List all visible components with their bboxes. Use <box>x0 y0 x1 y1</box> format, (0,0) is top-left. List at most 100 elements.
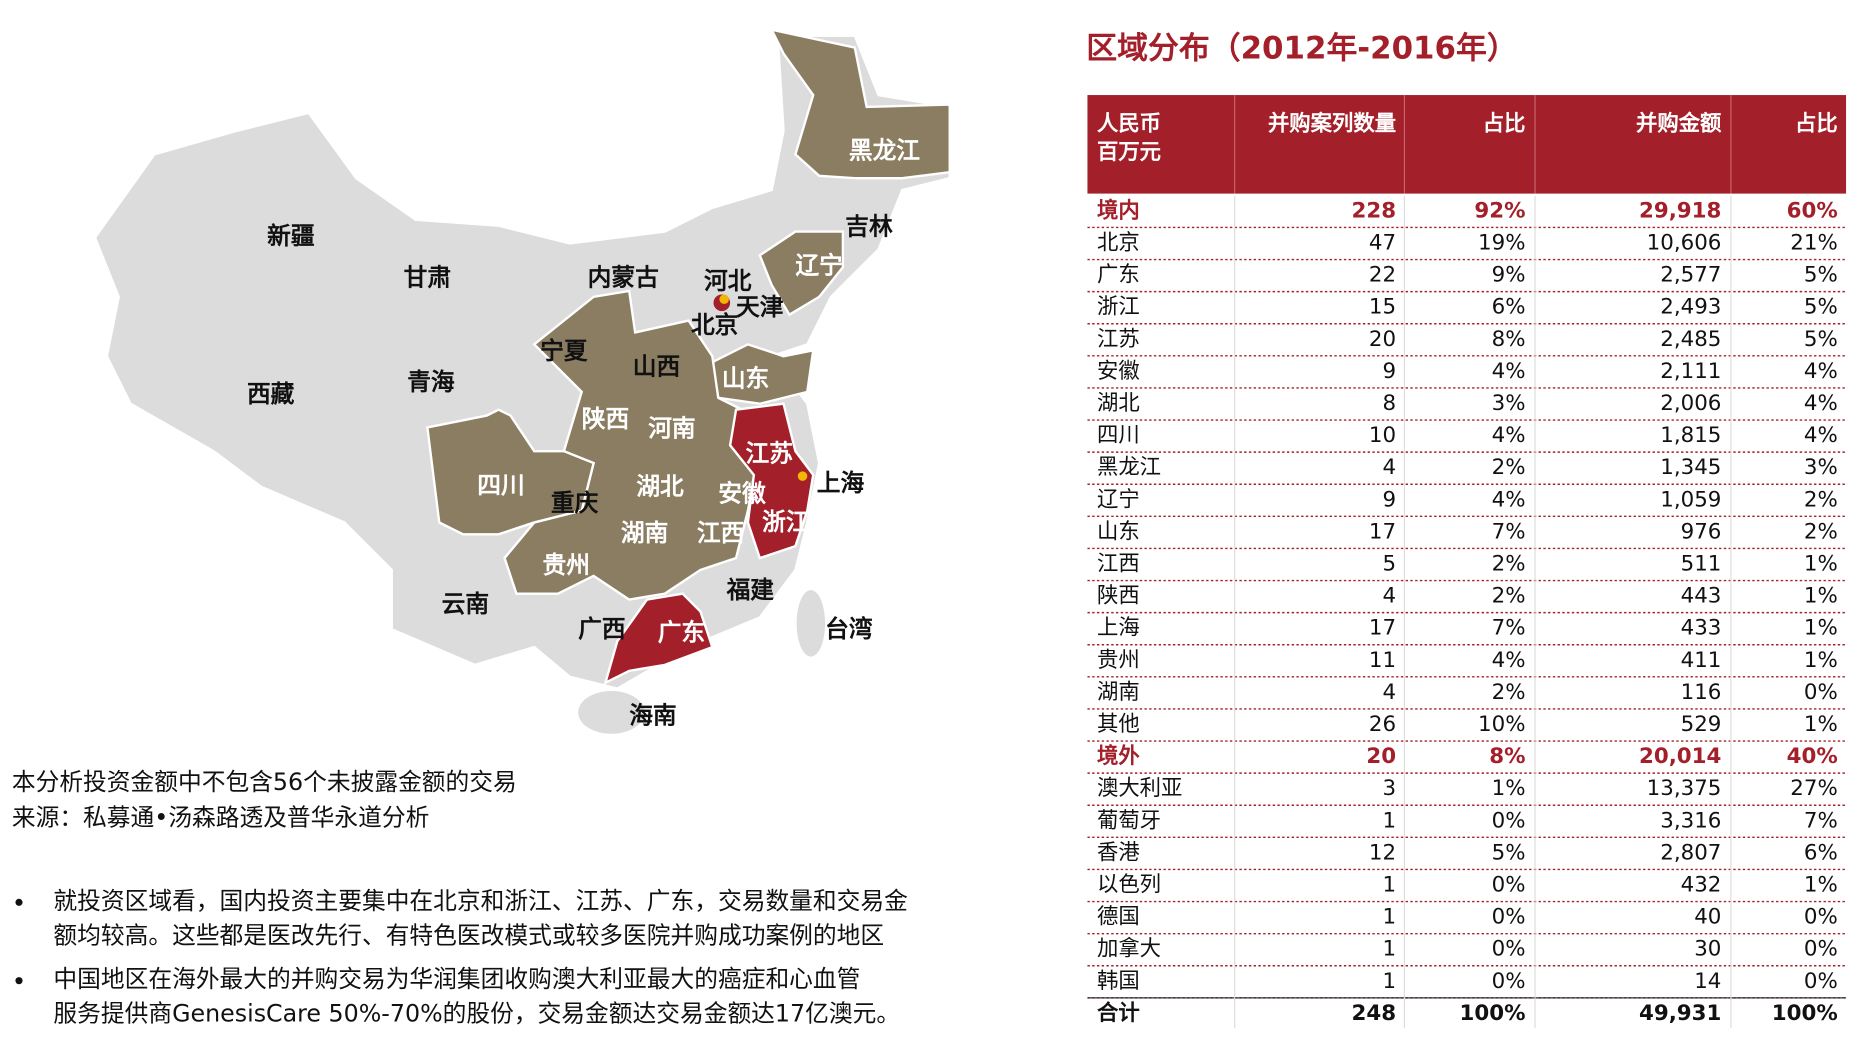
map-label: 辽宁 <box>795 252 842 280</box>
table-cell: 2% <box>1492 552 1526 577</box>
table-cell: 0% <box>1492 937 1526 962</box>
table-cell: 9% <box>1492 263 1526 288</box>
table-cell: 20,014 <box>1639 744 1721 769</box>
table-cell: 9 <box>1383 359 1397 384</box>
header-cell: 百万元 <box>1097 140 1161 165</box>
map-label: 贵州 <box>543 551 590 579</box>
table-cell: 92% <box>1474 198 1525 223</box>
table-cell: 2,493 <box>1660 295 1721 320</box>
table-cell: 100% <box>1460 1001 1526 1026</box>
map-label: 云南 <box>442 590 489 618</box>
table-cell: 0% <box>1804 969 1838 994</box>
table-cell: 陕西 <box>1097 584 1140 609</box>
table-cell: 4% <box>1804 359 1838 384</box>
table-cell: 10,606 <box>1647 230 1722 255</box>
header-cell: 并购金额 <box>1636 111 1722 137</box>
table-cell: 1% <box>1804 873 1838 898</box>
bullets: 就投资区域看，国内投资主要集中在北京和浙江、江苏、广东，交易数量和交易金额均较高… <box>15 887 908 1028</box>
table-cell: 1 <box>1383 905 1397 930</box>
table-cell: 22 <box>1369 263 1396 288</box>
table-cell: 1% <box>1804 552 1838 577</box>
table-cell: 江西 <box>1097 552 1140 577</box>
table-cell: 4% <box>1492 359 1526 384</box>
table-cell: 2% <box>1492 455 1526 480</box>
table-cell: 葡萄牙 <box>1097 808 1161 833</box>
map-label: 安徽 <box>718 480 766 508</box>
table-cell: 1 <box>1383 937 1397 962</box>
taiwan <box>796 590 826 657</box>
table-cell: 1% <box>1804 648 1838 673</box>
bullet-text: 服务提供商GenesisCare 50%-70%的股份，交易金额达交易金额达17… <box>53 1000 900 1028</box>
map-label: 台湾 <box>825 615 873 643</box>
table-cell: 15 <box>1369 295 1396 320</box>
map-label: 山西 <box>633 353 680 381</box>
table-header-bg <box>1087 95 1847 194</box>
map-label: 湖南 <box>621 519 668 547</box>
table-cell: 1,059 <box>1660 487 1721 512</box>
table-cell: 27% <box>1790 776 1837 801</box>
map-label: 江苏 <box>746 439 794 467</box>
table-cell: 2,111 <box>1660 359 1721 384</box>
table-cell: 4% <box>1492 648 1526 673</box>
region-tan <box>710 343 815 405</box>
table-cell: 433 <box>1681 616 1722 641</box>
map-label: 河北 <box>704 267 752 295</box>
table-cell: 248 <box>1352 1001 1397 1026</box>
table-cell: 3% <box>1492 391 1526 416</box>
table-cell: 100% <box>1772 1001 1838 1026</box>
table-cell: 1% <box>1804 584 1838 609</box>
map-label: 陕西 <box>582 405 629 433</box>
table-cell: 411 <box>1681 648 1722 673</box>
bullet-text: 中国地区在海外最大的并购交易为华润集团收购澳大利亚最大的癌症和心血管 <box>53 965 860 993</box>
table-title: 区域分布（2012年-2016年） <box>1086 30 1517 66</box>
map-label: 湖北 <box>636 473 684 501</box>
table-cell: 432 <box>1681 873 1722 898</box>
table-cell: 4 <box>1383 680 1397 705</box>
table-cell: 2,485 <box>1660 327 1721 352</box>
table-cell: 贵州 <box>1097 648 1140 673</box>
map-label: 内蒙古 <box>588 264 659 292</box>
region-tan <box>426 408 595 536</box>
table-cell: 合计 <box>1097 1000 1140 1026</box>
table-cell: 其他 <box>1097 712 1140 737</box>
table-cell: 8 <box>1383 391 1397 416</box>
map-label: 宁夏 <box>540 337 588 365</box>
table-cell: 13,375 <box>1647 776 1722 801</box>
table-cell: 2% <box>1492 680 1526 705</box>
map-label: 新疆 <box>267 222 315 250</box>
table-cell: 5 <box>1383 552 1397 577</box>
note: 来源：私募通•汤森路透及普华永道分析 <box>12 804 429 832</box>
table-cell: 黑龙江 <box>1097 455 1161 480</box>
table-cell: 2% <box>1492 584 1526 609</box>
table-cell: 6% <box>1492 295 1526 320</box>
table-cell: 5% <box>1804 327 1838 352</box>
table-cell: 529 <box>1681 712 1722 737</box>
table-cell: 6% <box>1804 840 1838 865</box>
table-cell: 湖北 <box>1097 391 1140 416</box>
table-cell: 1 <box>1383 969 1397 994</box>
table-cell: 19% <box>1478 230 1525 255</box>
table-cell: 3% <box>1804 455 1838 480</box>
header-cell: 并购案列数量 <box>1268 111 1396 137</box>
table-cell: 7% <box>1492 519 1526 544</box>
table-cell: 0% <box>1492 969 1526 994</box>
map-label: 甘肃 <box>404 264 451 292</box>
table-cell: 40% <box>1787 744 1838 769</box>
table-cell: 4 <box>1383 455 1397 480</box>
table-cell: 21% <box>1790 230 1837 255</box>
table-cell: 1% <box>1492 776 1526 801</box>
map-label: 青海 <box>407 368 455 396</box>
map-label: 天津 <box>736 293 784 321</box>
table-cell: 2% <box>1804 487 1838 512</box>
table-cell: 443 <box>1681 584 1722 609</box>
table-cell: 29,918 <box>1639 198 1721 223</box>
table-cell: 德国 <box>1097 905 1140 930</box>
table-cell: 1% <box>1804 712 1838 737</box>
map-label: 四川 <box>477 471 524 499</box>
table-cell: 北京 <box>1097 230 1140 255</box>
map-label: 广东 <box>658 619 705 647</box>
region-red <box>603 592 714 685</box>
